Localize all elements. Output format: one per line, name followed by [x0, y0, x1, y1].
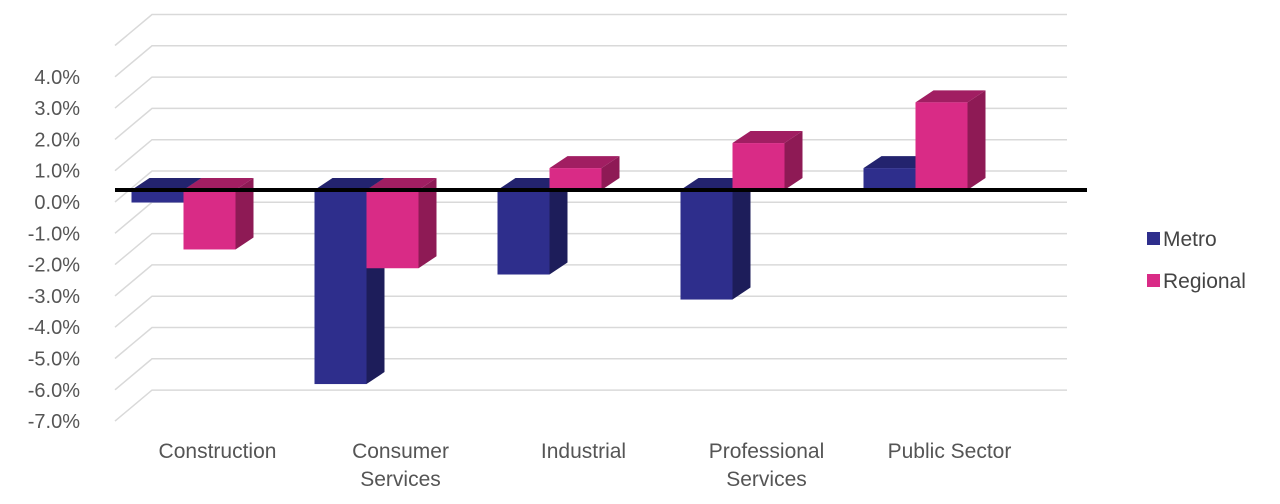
y-tick-label: -3.0%: [28, 286, 80, 308]
y-tick-label: -2.0%: [28, 255, 80, 277]
gridline: [114, 389, 1067, 422]
gridline: [114, 13, 1067, 47]
bar-regional: [183, 178, 254, 250]
y-tick-label: -6.0%: [28, 380, 80, 402]
bar-regional: [732, 131, 803, 190]
y-tick-label: -5.0%: [28, 349, 80, 371]
y-tick-label: -1.0%: [28, 223, 80, 245]
gridline: [114, 107, 1067, 140]
x-axis-categories: Construction Consumer Services Industrial Pr…: [159, 440, 1012, 491]
bars: [115, 90, 1087, 385]
gridlines: [114, 13, 1067, 422]
legend-label: Regional: [1163, 270, 1246, 293]
bar-metro: [680, 178, 751, 300]
y-tick-label: 3.0%: [34, 98, 80, 120]
gridline: [114, 326, 1067, 360]
bar-regional: [366, 178, 437, 269]
bar-metro: [497, 178, 568, 275]
y-axis-ticks: 4.0% 3.0% 2.0% 1.0% 0.0% -1.0% -2.0% -3.0% -4.0%…: [28, 67, 80, 433]
category-label: Consumer Services: [352, 440, 449, 491]
legend-label: Metro: [1163, 228, 1217, 251]
category-label: Construction: [159, 440, 277, 463]
category-label: Professional Services: [709, 440, 825, 491]
legend-swatch: [1147, 274, 1160, 287]
y-tick-label: 2.0%: [34, 129, 80, 151]
y-tick-label: 1.0%: [34, 161, 80, 183]
y-tick-label: -7.0%: [28, 411, 80, 433]
bar-regional: [915, 90, 986, 190]
gridline: [114, 76, 1067, 109]
gridline: [114, 232, 1067, 266]
gridline: [114, 295, 1067, 328]
bar-metro: [314, 178, 385, 385]
category-label: Public Sector: [888, 440, 1012, 463]
y-tick-label: -4.0%: [28, 317, 80, 339]
bar-regional: [549, 156, 620, 190]
gridline: [114, 201, 1067, 234]
legend: Metro Regional: [1147, 228, 1246, 293]
gridline: [114, 264, 1067, 297]
y-tick-label: 4.0%: [34, 67, 80, 89]
category-label: Industrial: [541, 440, 626, 463]
legend-item: Regional: [1147, 270, 1246, 293]
y-tick-label: 0.0%: [34, 192, 80, 214]
gridline: [114, 358, 1067, 391]
legend-swatch: [1147, 232, 1160, 245]
legend-item: Metro: [1147, 228, 1217, 251]
gridline: [114, 45, 1067, 78]
